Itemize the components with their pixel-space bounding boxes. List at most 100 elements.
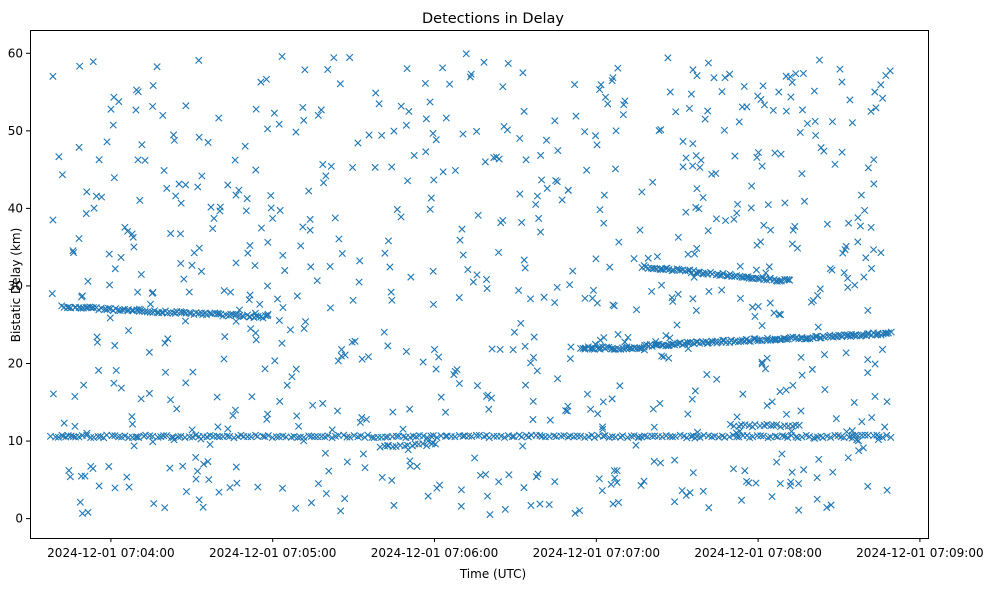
data-point	[799, 69, 808, 78]
data-point	[424, 492, 432, 500]
data-point	[758, 358, 766, 366]
data-point	[581, 294, 589, 302]
data-point	[283, 381, 291, 389]
data-point	[244, 433, 252, 441]
data-point	[388, 163, 396, 171]
data-point	[553, 375, 562, 383]
data-point	[690, 273, 698, 281]
data-point	[562, 406, 570, 415]
data-point	[195, 56, 203, 64]
data-point	[704, 59, 712, 67]
data-point	[807, 298, 816, 306]
data-point	[746, 337, 754, 346]
data-point	[668, 433, 677, 441]
data-point	[684, 250, 692, 258]
data-point	[199, 503, 207, 511]
data-point	[334, 357, 342, 365]
data-point	[803, 119, 812, 128]
data-point	[713, 375, 721, 383]
data-point	[450, 371, 458, 379]
data-point	[65, 303, 73, 311]
data-point	[855, 447, 863, 455]
data-point	[529, 353, 538, 362]
data-point	[405, 107, 413, 116]
data-point	[591, 340, 599, 348]
data-point	[846, 96, 854, 104]
data-point	[278, 52, 286, 61]
data-point	[684, 266, 692, 275]
data-point	[861, 431, 869, 439]
data-point	[288, 373, 296, 381]
data-point	[789, 381, 797, 389]
data-point	[185, 433, 194, 441]
data-point	[751, 420, 759, 429]
y-tick-label: 50	[8, 124, 23, 138]
data-point	[136, 196, 144, 204]
data-point	[756, 336, 764, 344]
data-point	[146, 432, 154, 440]
data-point	[368, 433, 376, 441]
data-point	[386, 263, 394, 271]
data-point	[674, 233, 682, 241]
data-point	[275, 316, 283, 325]
data-point	[827, 501, 835, 509]
data-point	[476, 471, 485, 479]
data-point	[299, 103, 307, 112]
data-point	[540, 293, 548, 301]
data-point	[666, 88, 674, 96]
data-point	[526, 359, 535, 367]
data-point	[130, 442, 138, 450]
data-point	[403, 65, 411, 73]
data-point	[117, 253, 125, 262]
data-point	[220, 287, 228, 295]
y-axis-label: Bistatic Delay (km)	[9, 228, 23, 343]
data-point	[820, 351, 829, 359]
data-point	[558, 196, 566, 204]
data-point	[464, 265, 472, 274]
data-point	[321, 449, 330, 457]
data-point	[485, 434, 493, 442]
data-point	[383, 442, 392, 450]
data-point	[55, 153, 63, 161]
data-point	[785, 276, 794, 284]
data-point	[836, 65, 844, 73]
data-point	[853, 436, 861, 444]
data-point	[248, 393, 256, 401]
data-point	[173, 405, 181, 413]
data-point	[735, 118, 743, 126]
data-point	[188, 433, 197, 441]
data-point	[106, 314, 114, 322]
data-point	[768, 398, 776, 406]
data-point	[782, 386, 790, 394]
data-point	[599, 432, 607, 440]
data-point	[669, 297, 677, 306]
data-point	[763, 354, 771, 362]
data-point	[509, 346, 517, 354]
data-point	[752, 479, 760, 487]
data-point	[200, 460, 208, 468]
data-point	[848, 434, 856, 442]
data-point	[172, 192, 180, 200]
data-point	[766, 226, 775, 234]
data-point	[791, 222, 799, 231]
data-point	[327, 162, 335, 170]
data-point	[519, 442, 527, 450]
data-point	[90, 433, 98, 441]
data-point	[759, 273, 767, 282]
data-point	[66, 473, 74, 481]
data-point	[294, 433, 302, 442]
data-point	[381, 249, 389, 257]
data-point	[754, 148, 763, 157]
data-point	[384, 342, 392, 350]
data-point	[263, 415, 271, 423]
data-point	[878, 433, 887, 441]
data-point	[529, 415, 537, 424]
data-point	[819, 434, 827, 442]
data-point	[883, 431, 891, 439]
data-point	[729, 465, 738, 473]
data-point	[356, 418, 364, 426]
data-point	[679, 137, 687, 145]
data-point	[751, 335, 759, 343]
data-point	[864, 306, 872, 315]
data-point	[764, 201, 772, 209]
